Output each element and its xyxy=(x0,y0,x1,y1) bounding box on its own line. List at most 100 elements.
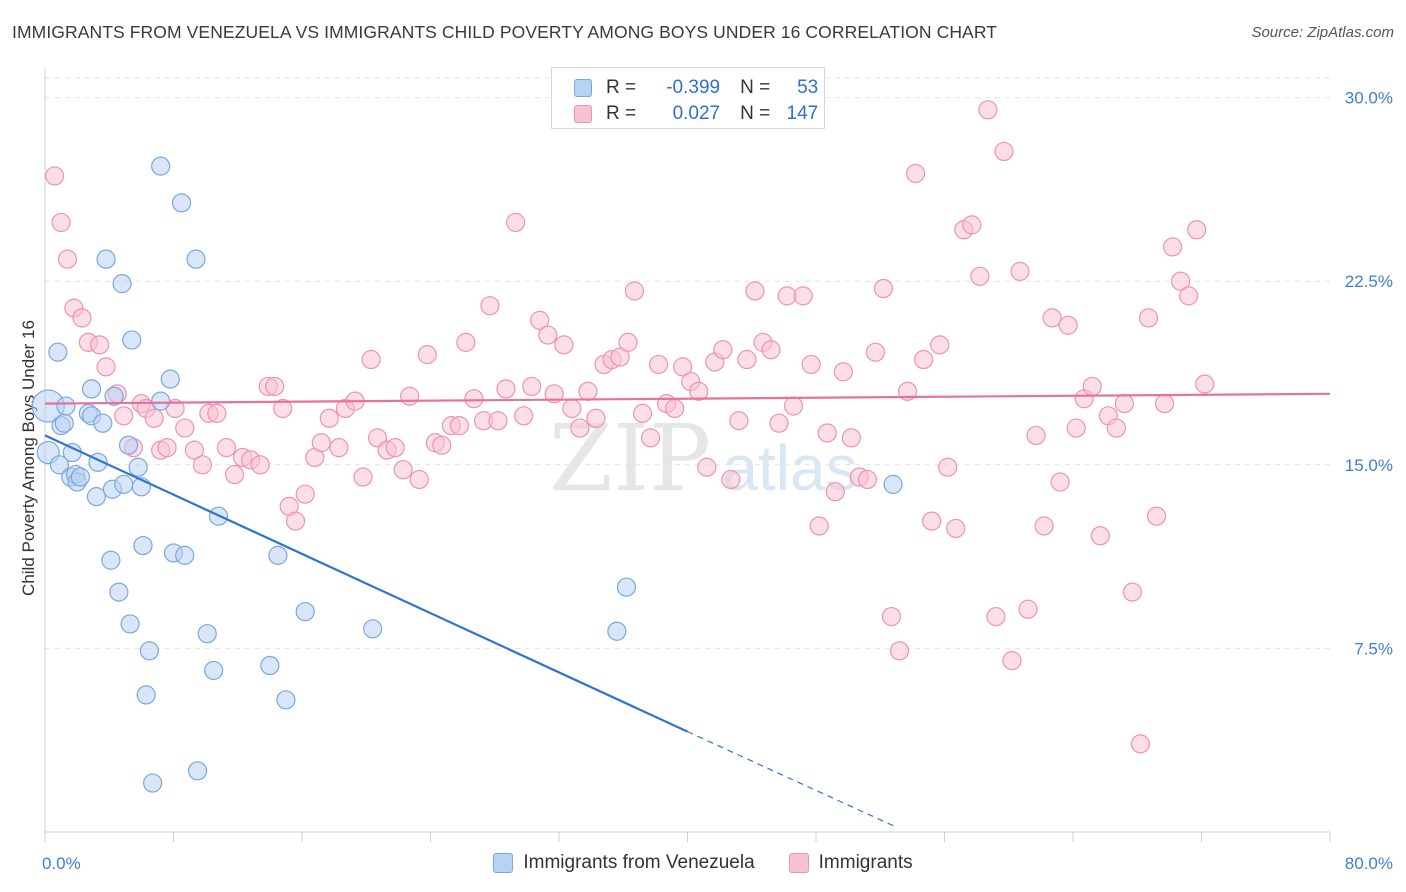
venezuela-point xyxy=(151,156,171,176)
immigrants-point xyxy=(689,381,709,401)
venezuela-point xyxy=(93,413,113,433)
immigrants-point xyxy=(409,469,429,490)
immigrants-point xyxy=(640,428,661,448)
immigrants-point xyxy=(801,354,821,375)
immigrants-point xyxy=(905,163,926,184)
venezuela-point xyxy=(616,577,637,597)
immigrants-point xyxy=(1179,286,1199,306)
venezuela-point xyxy=(276,690,296,710)
venezuela-trend-extension xyxy=(687,731,897,828)
venezuela-point xyxy=(104,386,124,406)
immigrants-point xyxy=(456,332,476,352)
venezuela-point xyxy=(49,455,70,475)
immigrants-point xyxy=(610,347,630,367)
immigrants-point xyxy=(207,403,227,423)
legend-n-label: N = xyxy=(740,103,771,124)
legend-item-venezuela: Immigrants from Venezuela xyxy=(493,852,755,874)
immigrants-point xyxy=(1106,418,1126,438)
immigrants-point xyxy=(777,286,797,306)
immigrants-point xyxy=(250,455,270,475)
immigrants-point xyxy=(697,457,717,477)
immigrants-point xyxy=(417,345,437,365)
y-tick-label: 7.5% xyxy=(1354,639,1393,658)
venezuela-point xyxy=(139,641,160,661)
immigrants-point xyxy=(783,396,804,416)
tick-labels: 7.5% 15.0% 22.5% 30.0% 0.0% 80.0% xyxy=(42,89,1393,873)
immigrants-trend-line xyxy=(44,392,1331,405)
venezuela-point xyxy=(70,467,90,487)
venezuela-trend-line xyxy=(44,434,688,733)
immigrants-point xyxy=(538,325,558,345)
immigrants-point xyxy=(721,469,741,490)
immigrants-point xyxy=(496,379,516,399)
immigrants-point xyxy=(1154,393,1175,414)
immigrants-point xyxy=(1058,315,1078,335)
venezuela-point xyxy=(171,193,192,213)
venezuela-point xyxy=(96,249,116,269)
immigrants-point xyxy=(353,467,373,487)
immigrants-point xyxy=(1034,516,1054,536)
x-tick-label-min: 0.0% xyxy=(42,854,81,873)
immigrants-point xyxy=(554,335,574,355)
venezuela-point xyxy=(56,396,76,416)
venezuela-point xyxy=(151,391,171,411)
immigrants-point xyxy=(361,349,381,370)
immigrants-point xyxy=(761,340,781,360)
venezuela-point xyxy=(197,624,217,644)
immigrants-point xyxy=(978,100,998,120)
immigrants-point xyxy=(841,428,861,448)
venezuela-point xyxy=(114,474,134,494)
immigrants-point xyxy=(311,433,331,453)
venezuela-point xyxy=(120,614,140,634)
immigrants-point xyxy=(432,435,452,455)
immigrants-point xyxy=(285,511,306,531)
watermark-zip: ZIP xyxy=(549,405,711,512)
immigrants-point xyxy=(51,212,71,233)
immigrants-point xyxy=(578,381,598,401)
series-venezuela-points xyxy=(31,156,903,793)
immigrants-point xyxy=(769,413,789,433)
immigrants-point xyxy=(175,418,195,438)
immigrants-point xyxy=(817,423,837,443)
correlation-legend: R = -0.399 N = 53 R = 0.027 N = 147 xyxy=(551,67,825,129)
legend-r-value: 0.027 xyxy=(672,103,721,124)
immigrants-point xyxy=(1138,308,1159,328)
immigrants-point xyxy=(488,411,508,431)
series-immigrants-points xyxy=(45,100,1215,754)
legend-row-immigrants: R = 0.027 N = 147 xyxy=(574,102,818,126)
legend-n-value: 147 xyxy=(786,103,819,124)
venezuela-point xyxy=(136,685,156,705)
immigrants-point xyxy=(962,215,982,235)
immigrants-point xyxy=(1042,308,1062,328)
venezuela-point xyxy=(363,619,383,639)
venezuela-point xyxy=(133,535,153,556)
immigrants-point xyxy=(665,398,685,419)
immigrants-point xyxy=(994,141,1014,162)
legend-swatch-venezuela xyxy=(574,79,592,97)
venezuela-point xyxy=(109,582,129,602)
immigrants-point xyxy=(897,381,918,401)
immigrants-point xyxy=(57,249,78,269)
immigrants-point xyxy=(449,416,470,436)
immigrants-point xyxy=(385,438,405,458)
legend-n-value: 53 xyxy=(797,77,819,98)
trend-lines xyxy=(44,392,1331,828)
immigrants-point xyxy=(144,408,164,428)
immigrants-point xyxy=(530,310,550,330)
venezuela-point xyxy=(118,435,139,455)
x-tick-label-max: 80.0% xyxy=(1345,854,1393,873)
venezuela-point xyxy=(268,545,288,565)
venezuela-point xyxy=(112,274,132,294)
immigrants-point xyxy=(745,281,765,301)
immigrants-point xyxy=(873,278,894,299)
immigrants-point xyxy=(1010,261,1030,281)
immigrants-point xyxy=(400,386,420,406)
immigrants-point xyxy=(464,389,484,409)
venezuela-point xyxy=(260,655,280,676)
immigrants-point xyxy=(1114,393,1135,414)
immigrants-point xyxy=(1050,472,1070,492)
venezuela-point xyxy=(883,474,903,494)
legend-swatch-venezuela xyxy=(493,853,514,873)
y-tick-label: 30.0% xyxy=(1345,89,1393,108)
